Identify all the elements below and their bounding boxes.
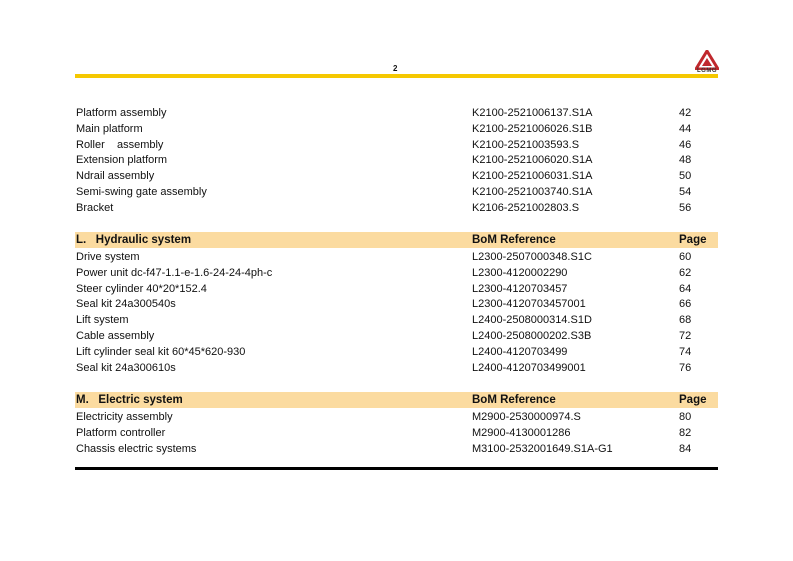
page-ref: 48: [679, 154, 692, 167]
section-header: L. Hydraulic system BoM Reference Page: [75, 232, 718, 248]
table-row: Chassis electric systems M3100-2532001649…: [75, 441, 718, 457]
bom-reference: L2300-2507000348.S1C: [472, 251, 592, 263]
page-ref: 46: [679, 138, 692, 151]
table-row: Platform assembly K2100-2521006137.S1A 42: [75, 105, 718, 121]
page-ref: 68: [679, 314, 692, 327]
page-ref: 80: [679, 411, 692, 423]
bom-reference: K2100-2521006026.S1B: [472, 122, 593, 135]
page-ref: 44: [679, 122, 692, 135]
page-ref: 84: [679, 442, 692, 455]
item-name: Main platform: [76, 122, 143, 135]
bom-reference: L2300-4120703457001: [472, 298, 586, 311]
page-header: Page: [679, 234, 707, 246]
item-name: Ndrail assembly: [76, 170, 155, 183]
ref-header: BoM Reference: [472, 234, 556, 246]
table-row: Electricity assembly M2900-2530000974.S 80: [75, 409, 718, 425]
bom-reference: K2100-2521006020.S1A: [472, 154, 593, 167]
item-name: Chassis electric systems: [76, 442, 197, 455]
table-row: Main platform K2100-2521006026.S1B 44: [75, 121, 718, 137]
bom-reference: L2300-4120002290: [472, 266, 568, 279]
item-name: Extension platform: [76, 154, 168, 167]
item-name: Roller assembly: [76, 138, 164, 151]
section-header: M. Electric system BoM Reference Page: [75, 392, 718, 408]
bom-reference: L2400-4120703499: [472, 345, 568, 358]
table-row: Steer cylinder 40*20*152.4 L2300-41207034…: [75, 281, 718, 297]
page-ref: 62: [679, 266, 692, 279]
item-name: Cable assembly: [76, 330, 155, 342]
page-ref: 56: [679, 201, 692, 214]
bom-reference: K2100-2521006137.S1A: [472, 107, 593, 119]
footer-rule: [75, 467, 718, 470]
bom-reference: L2400-2508000314.S1D: [472, 314, 592, 327]
page-ref: 76: [679, 361, 692, 374]
bom-reference: K2100-2521003593.S: [472, 138, 580, 151]
page-ref: 74: [679, 345, 692, 358]
lgmg-logo: LGMG: [693, 48, 721, 76]
page-ref: 72: [679, 330, 692, 342]
bom-reference: L2400-2508000202.S3B: [472, 330, 592, 342]
bom-reference: M2900-4130001286: [472, 426, 571, 439]
table-row: Drive system L2300-2507000348.S1C 60: [75, 249, 718, 265]
item-name: Steer cylinder 40*20*152.4: [76, 282, 207, 295]
ref-header: BoM Reference: [472, 394, 556, 406]
table-row: Lift cylinder seal kit 60*45*620-930 L240…: [75, 344, 718, 360]
bom-reference: L2300-4120703457: [472, 282, 568, 295]
logo-text: LGMG: [697, 68, 717, 74]
item-name: Bracket: [76, 201, 114, 214]
page-ref: 82: [679, 426, 692, 439]
table-row: Semi-swing gate assembly K2100-2521003740…: [75, 184, 718, 200]
table-row: Seal kit 24a300540s L2300-4120703457001 66: [75, 296, 718, 312]
bom-reference: K2106-2521002803.S: [472, 201, 580, 214]
table-row: Cable assembly L2400-2508000202.S3B 72: [75, 328, 718, 344]
item-name: Seal kit 24a300540s: [76, 298, 176, 311]
item-name: Platform assembly: [76, 107, 167, 119]
bom-reference: M3100-2532001649.S1A-G1: [472, 442, 613, 455]
item-name: Platform controller: [76, 426, 166, 439]
page-header: Page: [679, 394, 707, 406]
page-ref: 60: [679, 251, 692, 263]
bom-reference: M2900-2530000974.S: [472, 411, 581, 423]
bom-reference: K2100-2521003740.S1A: [472, 186, 593, 198]
item-name: Lift system: [76, 314, 129, 327]
table-row: Lift system L2400-2508000314.S1D 68: [75, 312, 718, 328]
item-name: Lift cylinder seal kit 60*45*620-930: [76, 345, 246, 358]
table-row: Extension platform K2100-2521006020.S1A 48: [75, 152, 718, 168]
logo-triangle-icon: [693, 48, 721, 71]
section-title: M. Electric system: [76, 394, 183, 406]
page-ref: 50: [679, 170, 692, 183]
page-ref: 54: [679, 186, 692, 198]
item-name: Drive system: [76, 251, 140, 263]
item-name: Seal kit 24a300610s: [76, 361, 176, 374]
table-row: Power unit dc-f47-1.1-e-1.6-24-24-4ph-c L…: [75, 265, 718, 281]
table-row: Seal kit 24a300610s L2400-4120703499001 76: [75, 360, 718, 376]
item-name: Power unit dc-f47-1.1-e-1.6-24-24-4ph-c: [76, 266, 273, 279]
table-row: Bracket K2106-2521002803.S 56: [75, 200, 718, 216]
header-rule: [75, 74, 718, 78]
item-name: Electricity assembly: [76, 411, 173, 423]
page-ref: 42: [679, 107, 692, 119]
table-row: Platform controller M2900-4130001286 82: [75, 425, 718, 441]
item-name: Semi-swing gate assembly: [76, 186, 207, 198]
bom-reference: L2400-4120703499001: [472, 361, 586, 374]
bom-reference: K2100-2521006031.S1A: [472, 170, 593, 183]
page-ref: 64: [679, 282, 692, 295]
section-title: L. Hydraulic system: [76, 234, 192, 246]
page-ref: 66: [679, 298, 692, 311]
table-row: Ndrail assembly K2100-2521006031.S1A 50: [75, 168, 718, 184]
page-number: 2: [393, 64, 398, 73]
table-row: Roller assembly K2100-2521003593.S 46: [75, 137, 718, 153]
